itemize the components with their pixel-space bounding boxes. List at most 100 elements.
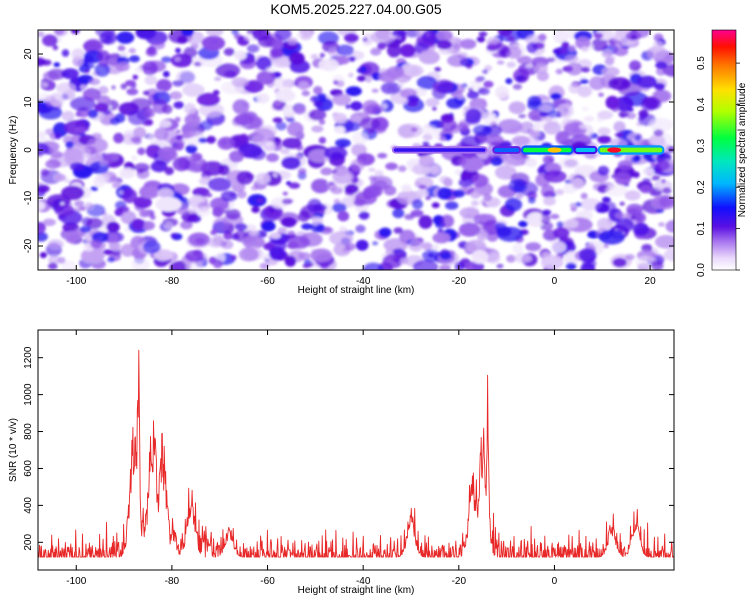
- noise-blob: [605, 184, 628, 197]
- noise-blob: [311, 125, 324, 133]
- noise-blob: [465, 63, 473, 69]
- noise-blob: [497, 30, 513, 37]
- noise-blob: [175, 129, 181, 134]
- noise-blob: [577, 85, 592, 98]
- noise-blob: [456, 93, 464, 100]
- noise-blob: [353, 116, 361, 124]
- noise-blob: [593, 32, 604, 39]
- noise-blob: [547, 110, 561, 118]
- noise-blob: [345, 86, 362, 97]
- noise-blob: [418, 50, 440, 65]
- noise-blob: [370, 30, 396, 45]
- noise-blob: [575, 36, 591, 50]
- noise-blob: [86, 63, 95, 69]
- noise-blob: [652, 89, 672, 103]
- trace-peak: [607, 147, 622, 153]
- noise-blob: [332, 169, 354, 184]
- snr-x-tick-label: 0: [552, 576, 558, 587]
- noise-blob: [38, 201, 46, 211]
- noise-blob: [525, 242, 542, 252]
- noise-blob: [543, 121, 562, 135]
- noise-blob: [618, 110, 630, 118]
- noise-blob: [43, 71, 60, 81]
- noise-blob: [298, 81, 310, 91]
- noise-blob: [559, 48, 569, 55]
- noise-blob: [108, 241, 121, 251]
- noise-blob: [311, 216, 324, 226]
- noise-blob: [425, 98, 440, 107]
- noise-blob: [217, 136, 235, 150]
- spectrogram-x-tick-label: -60: [260, 276, 275, 287]
- noise-blob: [465, 108, 482, 123]
- noise-blob: [452, 189, 465, 198]
- noise-blob: [403, 64, 424, 77]
- noise-blob: [460, 38, 477, 50]
- noise-blob: [496, 42, 503, 48]
- noise-blob: [173, 101, 184, 109]
- noise-blob: [380, 82, 401, 95]
- noise-blob: [603, 243, 609, 249]
- snr-y-ticks: 200 400 600 800 1000 1200: [23, 346, 674, 551]
- noise-blob: [150, 40, 166, 50]
- noise-blob: [103, 249, 114, 256]
- noise-blob: [350, 101, 363, 111]
- noise-blob: [174, 56, 181, 62]
- noise-blob: [617, 160, 633, 171]
- noise-blob: [439, 264, 451, 270]
- noise-blob: [491, 113, 497, 118]
- noise-blob: [142, 60, 158, 76]
- noise-blob: [70, 30, 80, 34]
- noise-blob: [472, 124, 492, 136]
- noise-blob: [648, 138, 663, 146]
- noise-blob: [174, 116, 181, 123]
- noise-blob: [84, 69, 90, 74]
- noise-blob: [651, 260, 664, 270]
- noise-blob: [432, 106, 437, 111]
- snr-y-tick-label: 400: [23, 497, 34, 514]
- noise-blob: [149, 214, 156, 220]
- colorbar-tick-label: 0.5: [696, 56, 707, 70]
- noise-blob: [578, 248, 597, 263]
- noise-blob: [547, 57, 556, 63]
- noise-blob: [195, 206, 211, 217]
- noise-blob: [177, 35, 188, 44]
- noise-blob: [494, 222, 507, 232]
- noise-blob: [440, 214, 455, 228]
- noise-blob: [47, 239, 64, 250]
- snr-x-ticks: -100 -80 -60 -40 -20 0: [66, 330, 558, 587]
- noise-blob: [432, 79, 454, 94]
- noise-blob: [566, 62, 583, 76]
- noise-blob: [634, 134, 641, 141]
- noise-blob: [654, 235, 674, 249]
- noise-blob: [61, 260, 77, 270]
- noise-blob: [602, 196, 611, 203]
- noise-blob: [471, 200, 479, 207]
- noise-blob: [184, 113, 201, 127]
- noise-blob: [507, 152, 524, 167]
- noise-blob: [208, 256, 217, 265]
- snr-frame: [37, 329, 675, 571]
- snr-x-tick-label: -80: [165, 576, 180, 587]
- noise-blob: [658, 222, 665, 227]
- noise-blob: [137, 147, 146, 156]
- noise-blob: [555, 189, 564, 196]
- noise-blob: [182, 83, 205, 97]
- noise-blob: [378, 227, 392, 238]
- noise-blob: [38, 221, 46, 234]
- noise-blob: [268, 246, 286, 261]
- noise-blob: [320, 167, 333, 176]
- noise-blob: [497, 119, 523, 134]
- noise-blob: [470, 190, 481, 199]
- noise-blob: [313, 86, 323, 95]
- noise-blob: [355, 191, 377, 205]
- noise-blob: [571, 177, 584, 190]
- noise-blob: [556, 221, 564, 228]
- noise-blob: [141, 221, 155, 231]
- trace-core-1: [494, 148, 519, 152]
- noise-blob: [54, 204, 75, 217]
- noise-blob: [624, 190, 641, 201]
- noise-blob: [301, 223, 313, 230]
- noise-blob: [598, 92, 604, 98]
- noise-blob: [269, 232, 281, 239]
- noise-blob: [329, 231, 354, 246]
